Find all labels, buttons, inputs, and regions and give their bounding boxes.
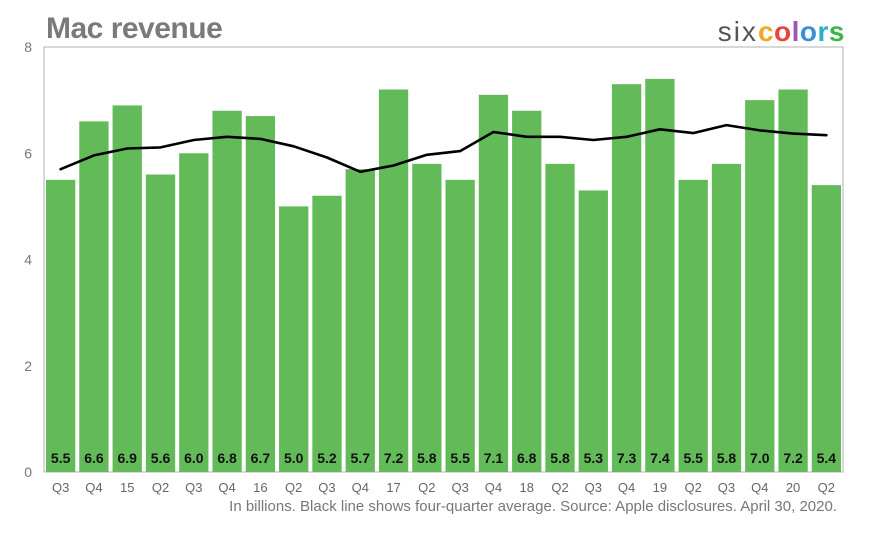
bar-value-label: 6.8 bbox=[217, 450, 237, 466]
x-tick-label: 16 bbox=[253, 480, 267, 495]
bar bbox=[512, 110, 542, 472]
bar-value-label: 5.5 bbox=[51, 450, 71, 466]
x-tick-label: Q3 bbox=[52, 480, 69, 495]
x-tick-label: Q4 bbox=[618, 480, 635, 495]
bar bbox=[645, 78, 675, 472]
x-tick-label: Q4 bbox=[85, 480, 102, 495]
bar-value-label: 5.0 bbox=[284, 450, 304, 466]
x-tick-label: Q3 bbox=[451, 480, 468, 495]
bar-value-label: 5.8 bbox=[417, 450, 437, 466]
logo-letter: s bbox=[828, 16, 845, 47]
chart-caption: In billions. Black line shows four-quart… bbox=[229, 498, 837, 515]
bar-value-label: 6.9 bbox=[117, 450, 137, 466]
bar bbox=[46, 179, 76, 472]
bar bbox=[778, 89, 808, 472]
bar bbox=[79, 121, 109, 472]
bar bbox=[545, 163, 575, 472]
y-tick-label: 8 bbox=[24, 39, 32, 55]
x-tick-label: 19 bbox=[653, 480, 667, 495]
x-tick-label: 18 bbox=[519, 480, 533, 495]
bar bbox=[678, 179, 708, 472]
x-tick-label: 15 bbox=[120, 480, 134, 495]
bar bbox=[112, 105, 142, 472]
logo-letter: o bbox=[774, 16, 792, 47]
bar bbox=[179, 153, 209, 472]
bar bbox=[578, 190, 608, 472]
x-tick-label: Q2 bbox=[551, 480, 568, 495]
x-tick-label: Q4 bbox=[485, 480, 502, 495]
bar-value-label: 5.7 bbox=[351, 450, 371, 466]
x-tick-label: Q2 bbox=[285, 480, 302, 495]
bar-value-label: 7.3 bbox=[617, 450, 637, 466]
chart-title: Mac revenue bbox=[46, 12, 223, 45]
logo-letter: o bbox=[799, 16, 818, 47]
bar bbox=[145, 174, 176, 472]
bar bbox=[212, 110, 242, 472]
x-tick-label: Q2 bbox=[818, 480, 835, 495]
bar-value-label: 7.0 bbox=[750, 450, 770, 466]
bar-value-label: 5.8 bbox=[717, 450, 737, 466]
bar-value-label: 5.6 bbox=[151, 450, 171, 466]
bar-value-label: 5.5 bbox=[683, 450, 703, 466]
x-tick-label: Q3 bbox=[185, 480, 202, 495]
x-tick-label: Q3 bbox=[718, 480, 735, 495]
bar bbox=[811, 185, 841, 472]
x-tick-label: Q2 bbox=[685, 480, 702, 495]
x-tick-label: Q4 bbox=[352, 480, 369, 495]
sixcolors-logo: sixcolors bbox=[718, 16, 845, 48]
y-tick-label: 0 bbox=[24, 464, 32, 480]
logo-six-text: six bbox=[717, 16, 758, 47]
bar bbox=[312, 195, 342, 472]
bar-value-label: 6.8 bbox=[517, 450, 537, 466]
four-quarter-average-line bbox=[59, 123, 828, 174]
bar-value-label: 5.4 bbox=[817, 450, 837, 466]
plot-frame bbox=[43, 46, 844, 473]
bar bbox=[478, 94, 509, 472]
bar bbox=[745, 100, 775, 472]
bar-value-label: 5.3 bbox=[584, 450, 604, 466]
x-tick-label: 17 bbox=[386, 480, 400, 495]
bar bbox=[412, 163, 442, 472]
bar-value-label: 5.2 bbox=[317, 450, 337, 466]
bar bbox=[378, 89, 409, 472]
logo-letter: l bbox=[791, 16, 800, 47]
x-tick-label: Q4 bbox=[751, 480, 768, 495]
bar-value-label: 6.6 bbox=[84, 450, 104, 466]
y-tick-label: 2 bbox=[24, 358, 32, 374]
x-tick-label: Q3 bbox=[585, 480, 602, 495]
x-tick-label: 20 bbox=[786, 480, 800, 495]
bar-value-label: 6.7 bbox=[251, 450, 271, 466]
logo-colors-text: colors bbox=[758, 16, 845, 47]
bar bbox=[245, 116, 276, 472]
bar-value-label: 7.2 bbox=[783, 450, 803, 466]
bar-value-label: 7.1 bbox=[484, 450, 504, 466]
bar bbox=[711, 163, 742, 472]
bar-value-label: 6.0 bbox=[184, 450, 204, 466]
bar-value-label: 5.5 bbox=[450, 450, 470, 466]
bar-value-label: 7.2 bbox=[384, 450, 404, 466]
bar bbox=[445, 179, 475, 472]
x-tick-label: Q2 bbox=[152, 480, 169, 495]
logo-letter: c bbox=[757, 16, 775, 47]
bar-value-label: 5.8 bbox=[550, 450, 570, 466]
bar bbox=[345, 169, 375, 472]
x-tick-label: Q2 bbox=[418, 480, 435, 495]
x-tick-label: Q4 bbox=[218, 480, 235, 495]
x-tick-label: Q3 bbox=[318, 480, 335, 495]
y-tick-label: 6 bbox=[24, 145, 32, 161]
logo-letter: r bbox=[817, 16, 829, 47]
bar-value-label: 7.4 bbox=[650, 450, 670, 466]
bar bbox=[611, 84, 642, 472]
y-tick-label: 4 bbox=[24, 252, 32, 268]
bar bbox=[279, 206, 309, 472]
